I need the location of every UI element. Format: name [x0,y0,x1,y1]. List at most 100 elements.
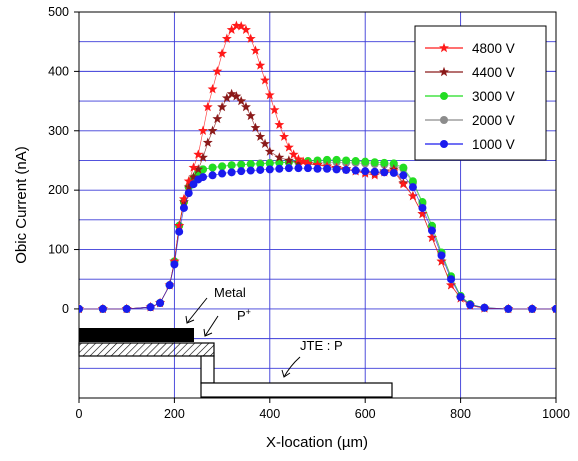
y-tick-label: 400 [48,64,69,78]
data-point [178,193,189,204]
data-point [332,165,341,174]
metal-arrow-head [185,315,195,324]
p-plus-arrow [204,315,219,337]
data-point [399,171,408,180]
y-axis-title: Obic Current (nA) [13,146,30,264]
data-point [427,226,436,235]
data-point [255,131,266,141]
data-point [417,208,428,219]
data-point [466,300,475,309]
data-point [303,164,312,173]
data-point [274,119,285,130]
data-point [208,171,217,180]
data-point [256,165,265,174]
device-cross-section: Metal P+ JTE : P [78,285,393,398]
data-point [265,165,274,174]
p-plus-label: P+ [237,307,251,323]
data-point [293,157,304,168]
legend-marker [440,92,448,100]
data-point [456,293,465,302]
data-point [323,164,332,173]
data-point [294,164,303,173]
data-point [236,21,247,31]
data-point [351,166,360,175]
legend-label: 4400 V [472,65,515,80]
x-tick-label: 0 [76,407,83,421]
data-point [198,125,208,135]
data-point [361,167,370,176]
data-point [351,157,360,166]
legend-label: 1000 V [472,137,515,152]
legend-marker [439,42,449,53]
data-point [246,166,255,175]
metal-layer [79,328,194,342]
data-point [256,160,265,169]
data-point [436,256,447,266]
data-point [528,304,537,313]
series-line [79,159,556,310]
data-point [389,159,398,168]
data-point [208,163,217,172]
data-point [217,101,228,112]
legend-marker [440,140,448,148]
data-point [179,203,188,212]
x-tick-label: 1000 [542,407,570,421]
data-point [237,167,246,176]
data-point [146,303,155,312]
data-point [303,158,313,168]
data-point [380,158,389,167]
data-point [255,60,266,70]
data-point [212,113,223,124]
data-point [407,190,418,201]
data-point [193,164,204,174]
series-line [79,161,556,310]
data-point [313,164,322,173]
data-point [480,303,489,312]
data-point [246,160,255,169]
data-point [269,104,280,115]
data-point [79,304,83,313]
data-point [175,227,184,236]
data-point [212,66,223,76]
data-point [178,196,189,207]
data-point [98,304,107,313]
data-point [184,189,193,198]
data-point [227,161,236,170]
data-point [170,260,179,269]
data-point [237,160,246,169]
data-point [275,164,284,173]
data-point [193,149,204,159]
data-point [231,20,242,30]
y-tick-label: 200 [48,183,69,197]
data-point [183,181,194,192]
series-2 [79,155,556,313]
plot-frame [78,11,557,399]
legend-marker [439,66,449,77]
data-point [183,176,194,186]
data-point [288,149,299,159]
data-point [221,33,232,43]
data-point [264,146,275,156]
data-point [236,95,247,106]
data-point [207,84,218,94]
data-point [408,177,417,186]
data-point [447,275,456,284]
legend-label: 3000 V [472,89,515,104]
data-point [298,156,309,166]
data-point [122,304,131,313]
data-point [241,101,251,112]
data-point [380,168,389,177]
data-point [342,165,351,174]
data-point [408,183,417,192]
data-point [342,156,351,165]
data-point [504,304,513,313]
data-point [217,48,228,58]
data-point [274,152,285,162]
data-point [156,298,165,307]
data-point [427,232,437,242]
series-3 [79,158,556,313]
data-point [231,91,242,101]
data-point [199,173,208,182]
data-point [260,138,270,149]
